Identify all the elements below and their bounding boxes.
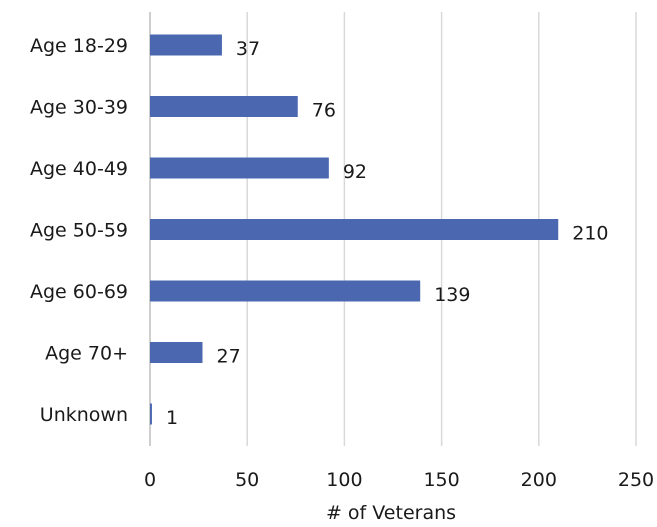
category-labels: Age 18-29 Age 30-39 Age 40-49 Age 50-59 Age … <box>30 35 128 426</box>
data-label: 210 <box>572 223 608 245</box>
data-label: 76 <box>312 100 336 122</box>
x-tick-label: 250 <box>618 469 654 491</box>
category-label: Unknown <box>40 404 128 426</box>
category-label: Age 30-39 <box>30 97 128 119</box>
data-label: 92 <box>343 161 367 183</box>
category-label: Age 50-59 <box>30 220 128 242</box>
data-label: 37 <box>236 38 260 60</box>
category-label: Age 60-69 <box>30 281 128 303</box>
x-tick-label: 50 <box>235 469 259 491</box>
bar <box>150 219 559 240</box>
bar <box>150 157 329 179</box>
x-tick-label: 0 <box>144 469 156 491</box>
bar <box>150 96 298 117</box>
data-labels: 37 76 92 210 139 27 1 <box>166 38 609 429</box>
data-label: 139 <box>434 284 470 306</box>
x-tick-label: 150 <box>423 469 459 491</box>
bar <box>150 34 222 56</box>
category-label: Age 70+ <box>45 343 128 365</box>
data-label: 1 <box>166 407 178 429</box>
x-axis-title: # of Veterans <box>326 502 456 524</box>
category-label: Age 40-49 <box>30 158 128 180</box>
bar <box>150 280 421 302</box>
bar <box>150 342 203 363</box>
bars <box>150 34 559 425</box>
bar <box>150 403 152 425</box>
x-tick-labels: 0 50 100 150 200 250 <box>144 469 654 491</box>
category-label: Age 18-29 <box>30 35 128 57</box>
x-tick-label: 200 <box>521 469 557 491</box>
x-tick-label: 100 <box>326 469 362 491</box>
data-label: 27 <box>216 346 240 368</box>
